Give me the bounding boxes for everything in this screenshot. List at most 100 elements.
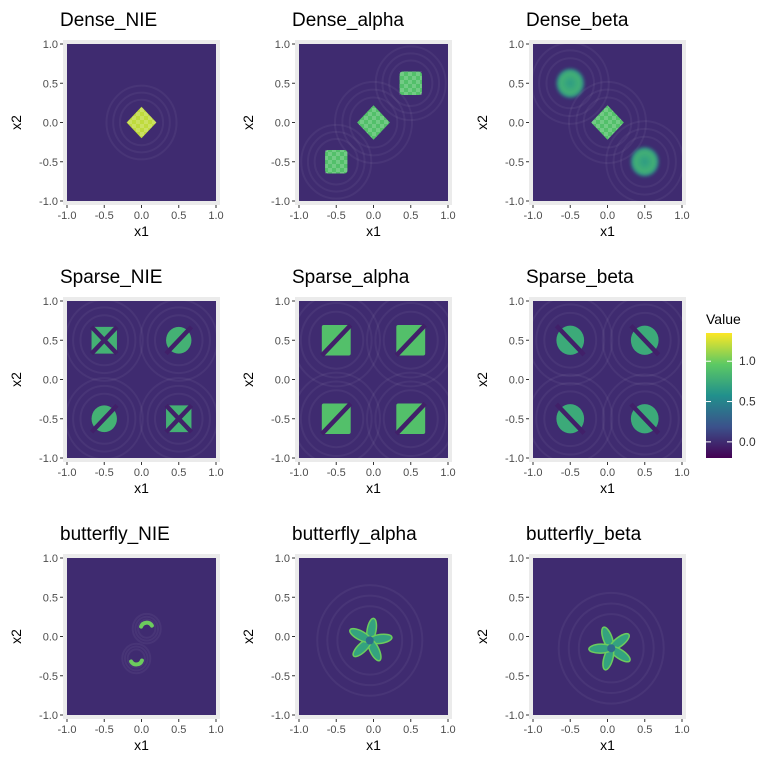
y-tick-label: 0.0	[509, 375, 524, 387]
heat-feature-3-stripe	[320, 401, 353, 436]
ripple-ring	[575, 88, 640, 157]
x-tick-label: 1.0	[674, 467, 689, 479]
x-tick-label: 1.0	[674, 724, 689, 736]
y-tick-label: 0.0	[43, 632, 58, 644]
x-tick-label: 0.0	[366, 724, 381, 736]
panel-title: butterfly_NIE	[60, 524, 170, 545]
heat-feature-1-texture	[325, 149, 348, 174]
ripple-ring	[382, 310, 439, 370]
ripple-ring	[545, 57, 596, 110]
ripple-ring	[374, 45, 447, 122]
x-tick-label: 0.5	[403, 210, 418, 222]
ripple-ring	[308, 389, 365, 449]
ripple-ring	[67, 301, 144, 382]
ripple-ring	[382, 389, 439, 449]
x-tick-label: 0.5	[171, 724, 186, 736]
x-tick-label: 1.0	[440, 467, 455, 479]
y-tick-label: -1.0	[505, 453, 524, 465]
ripple-ring	[543, 390, 598, 448]
x-axis-label: x1	[600, 223, 615, 239]
ripple-ring	[299, 371, 382, 458]
ripple-ring	[601, 301, 682, 386]
ripple-ring	[617, 311, 672, 369]
ripple-ring	[557, 591, 665, 705]
x-tick-label: -0.5	[561, 724, 580, 736]
heat-feature-1-stripe	[320, 323, 353, 358]
ripple-ring	[72, 384, 137, 453]
y-tick-label: -0.5	[271, 414, 290, 426]
ripple-ring	[605, 120, 682, 201]
panel-title: Dense_alpha	[292, 10, 404, 31]
y-tick-label: -0.5	[505, 671, 524, 683]
panel-Dense_alpha: -1.0-1.0-0.5-0.50.00.00.50.51.01.0Dense_…	[240, 10, 456, 239]
y-tick-label: 0.5	[275, 335, 290, 347]
heat-feature-2-stripe	[629, 324, 661, 357]
ripple-ring	[299, 380, 373, 458]
x-tick-label: 0.0	[600, 210, 615, 222]
panel-title: Sparse_NIE	[60, 267, 162, 288]
ripple-ring	[374, 301, 448, 379]
ripple-ring	[543, 311, 598, 369]
heat-feature-1	[139, 620, 154, 629]
panel-title: Dense_NIE	[60, 10, 157, 31]
heat-feature-1	[349, 617, 393, 662]
y-tick-label: 0.5	[509, 592, 524, 604]
y-tick-label: 1.0	[275, 39, 290, 51]
ripple-ring	[123, 645, 149, 672]
panel-title: butterfly_beta	[526, 524, 642, 545]
x-tick-label: -1.0	[290, 210, 309, 222]
x-axis-label: x1	[366, 223, 381, 239]
y-tick-label: 0.0	[43, 375, 58, 387]
colorbar-tick-label: 1.0	[739, 354, 756, 368]
heatmap-background	[533, 301, 682, 458]
y-tick-label: 1.0	[275, 296, 290, 308]
x-tick-label: 0.0	[600, 467, 615, 479]
ripple-ring	[308, 310, 365, 370]
x-tick-label: -0.5	[95, 467, 114, 479]
flower-center	[607, 644, 616, 653]
ripple-ring	[533, 373, 614, 458]
x-tick-label: 0.5	[403, 467, 418, 479]
x-tick-label: 1.0	[674, 210, 689, 222]
x-axis-label: x1	[134, 737, 149, 753]
heat-feature-4-stripe	[164, 403, 194, 434]
ripple-ring	[582, 96, 633, 149]
y-tick-label: -0.5	[505, 157, 524, 169]
ripple-ring	[535, 303, 606, 378]
x-tick-label: -1.0	[290, 724, 309, 736]
heatmap-background	[299, 301, 448, 458]
heat-feature-1-stripe	[554, 324, 586, 357]
ripple-ring	[137, 618, 157, 639]
heat-feature-1-texture	[126, 106, 157, 139]
y-tick-label: 1.0	[43, 296, 58, 308]
x-tick-label: -0.5	[327, 210, 346, 222]
x-tick-label: 1.0	[440, 210, 455, 222]
y-tick-label: -0.5	[271, 671, 290, 683]
ripple-ring	[336, 605, 404, 676]
y-axis-label: x2	[474, 629, 490, 644]
ripple-ring	[146, 306, 211, 375]
heat-feature-3-texture	[399, 71, 422, 96]
x-tick-label: 1.0	[440, 724, 455, 736]
y-tick-label: 1.0	[43, 39, 58, 51]
ripple-ring	[617, 390, 672, 448]
y-tick-label: -1.0	[505, 710, 524, 722]
y-tick-label: -0.5	[271, 157, 290, 169]
x-axis-label: x1	[134, 480, 149, 496]
ripple-ring	[381, 52, 441, 115]
ripple-ring	[609, 303, 680, 378]
y-tick-label: 1.0	[509, 39, 524, 51]
ripple-ring	[326, 594, 414, 687]
ripple-ring	[131, 612, 162, 645]
panel-butterfly_alpha: -1.0-1.0-0.5-0.50.00.00.50.51.01.0butter…	[240, 524, 456, 753]
x-tick-label: -0.5	[561, 467, 580, 479]
ripple-ring	[333, 80, 414, 165]
ripple-ring	[612, 127, 677, 196]
ripple-ring	[112, 91, 171, 154]
x-tick-label: -1.0	[524, 467, 543, 479]
x-tick-label: 0.0	[134, 724, 149, 736]
x-tick-label: -0.5	[561, 210, 580, 222]
ripple-ring	[609, 381, 680, 456]
